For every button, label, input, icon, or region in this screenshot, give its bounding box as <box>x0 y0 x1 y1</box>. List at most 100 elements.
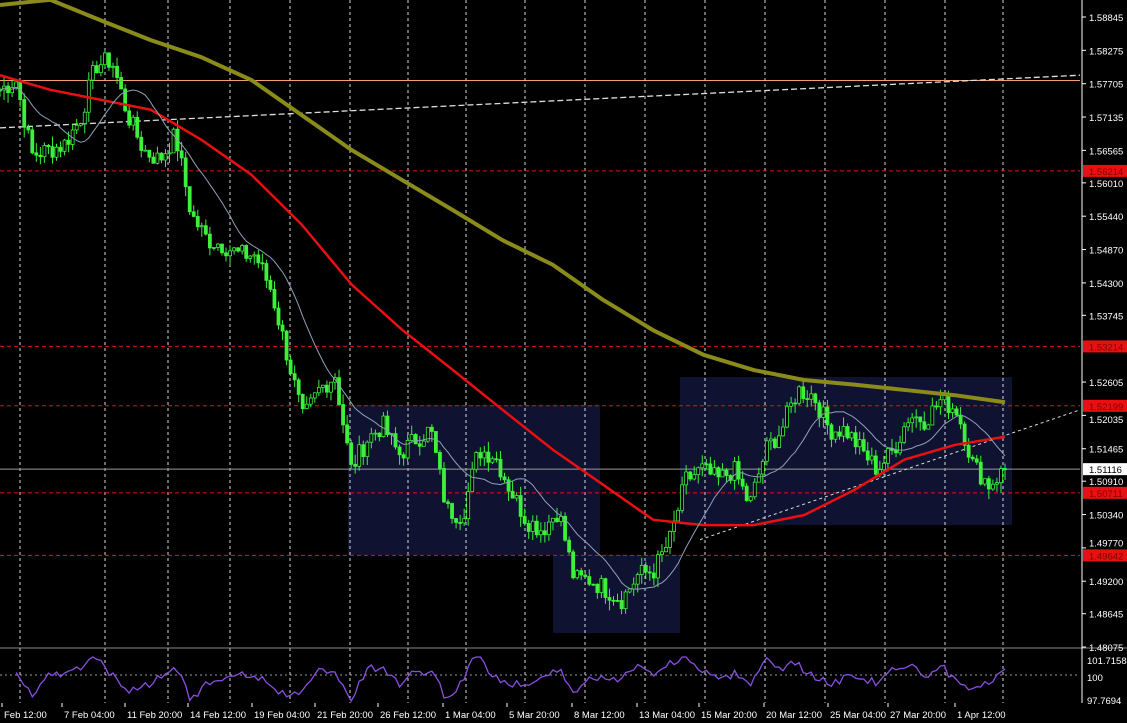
moving-averages <box>0 0 1006 590</box>
candle-body <box>478 452 483 459</box>
price-tick-label: 1.48645 <box>1089 610 1123 621</box>
price-tick-label: 1.51465 <box>1089 445 1123 456</box>
candle-body <box>466 491 471 520</box>
price-tick-label: 1.56565 <box>1089 146 1123 157</box>
grid-lines <box>19 0 1004 703</box>
candle-body <box>510 490 515 499</box>
candle-body <box>280 324 285 332</box>
ma-fast-line <box>0 87 1006 590</box>
support-trendline <box>699 409 1081 541</box>
time-tick-label: 19 Feb 04:00 <box>254 710 310 721</box>
candle-body <box>676 509 680 522</box>
candle-body <box>551 517 555 523</box>
candle-body <box>272 289 277 309</box>
candle-body <box>111 65 115 68</box>
candle-body <box>131 116 136 126</box>
candle-body <box>821 406 826 418</box>
candle-body <box>914 416 919 419</box>
candle-body <box>797 386 802 404</box>
time-tick-label: 25 Mar 04:00 <box>830 710 886 721</box>
candle-body <box>30 129 35 154</box>
candle-body <box>865 450 870 461</box>
candle-body <box>873 455 878 475</box>
candle-body <box>530 520 535 532</box>
candle-body <box>99 64 103 74</box>
time-tick-label: 14 Feb 12:00 <box>190 710 246 721</box>
price-tick-label: 1.56010 <box>1089 179 1123 190</box>
price-tick-label: 1.58275 <box>1089 46 1123 57</box>
candle-body <box>982 478 987 485</box>
candle-body <box>191 211 196 217</box>
candle-body <box>94 65 99 74</box>
candle-body <box>841 426 846 437</box>
candle-body <box>119 77 123 90</box>
candle-body <box>999 468 1003 484</box>
candle-body <box>103 52 107 66</box>
candle-body <box>474 452 479 470</box>
candle-body <box>224 252 228 257</box>
candle-body <box>413 434 418 445</box>
candle-body <box>805 398 810 400</box>
candle-body <box>381 415 386 438</box>
candle-body <box>462 518 467 524</box>
price-axis: 1.58845 1.58275 1.57705 1.57135 1.56565 1.560… <box>1081 0 1127 707</box>
candle-body <box>377 432 382 438</box>
price-tick-label: 1.57135 <box>1089 113 1123 124</box>
price-tick-label: 1.53745 <box>1089 311 1123 322</box>
candle-body <box>696 467 701 476</box>
candle-body <box>486 451 491 463</box>
candle-body <box>361 444 366 457</box>
candle-body <box>385 415 390 435</box>
candle-body <box>692 474 697 480</box>
candle-body <box>369 433 374 443</box>
candle-body <box>38 154 43 158</box>
candle-body <box>446 501 450 504</box>
indicator-line <box>15 656 1006 703</box>
candle-body <box>308 397 313 405</box>
candle-body <box>397 446 402 456</box>
candle-body <box>494 458 499 461</box>
candle-body <box>167 152 172 155</box>
candle-body <box>518 495 523 517</box>
price-tick-label: 1.48075 <box>1089 643 1123 654</box>
candle-body <box>458 522 463 524</box>
candle-body <box>861 439 866 452</box>
candle-body <box>268 279 273 290</box>
candle-body <box>260 262 265 265</box>
candle-body <box>995 482 999 485</box>
candle-body <box>886 448 890 464</box>
candle-body <box>922 421 927 430</box>
candle-body <box>643 565 648 573</box>
candle-body <box>773 438 777 448</box>
candle-body <box>575 570 580 579</box>
level-price-badge <box>1083 399 1127 412</box>
candle-body <box>571 551 576 579</box>
candle-body <box>252 254 257 257</box>
indicator-tick-label: 101.7158 <box>1087 656 1127 667</box>
candle-body <box>155 152 160 164</box>
candle-body <box>708 463 713 475</box>
candle-body <box>849 432 854 439</box>
candle-body <box>195 216 200 228</box>
candle-body <box>228 250 232 257</box>
candle-body <box>236 247 241 252</box>
candle-body <box>42 144 47 158</box>
price-tick-label: 1.49200 <box>1089 577 1123 588</box>
candle-body <box>647 571 652 574</box>
candle-body <box>325 384 329 393</box>
candle-body <box>296 379 301 395</box>
candle-body <box>785 405 789 428</box>
time-tick-label: 15 Mar 20:00 <box>701 710 757 721</box>
candle-body <box>700 463 705 469</box>
candle-body <box>579 570 584 576</box>
candle-body <box>353 463 358 467</box>
candle-body <box>639 565 644 575</box>
indicator-pane <box>0 647 1127 703</box>
candle-body <box>78 123 83 126</box>
candle-body <box>736 461 741 480</box>
candle-body <box>434 431 438 453</box>
candle-body <box>329 381 333 393</box>
candle-body <box>732 461 737 481</box>
range-box <box>680 377 1012 525</box>
